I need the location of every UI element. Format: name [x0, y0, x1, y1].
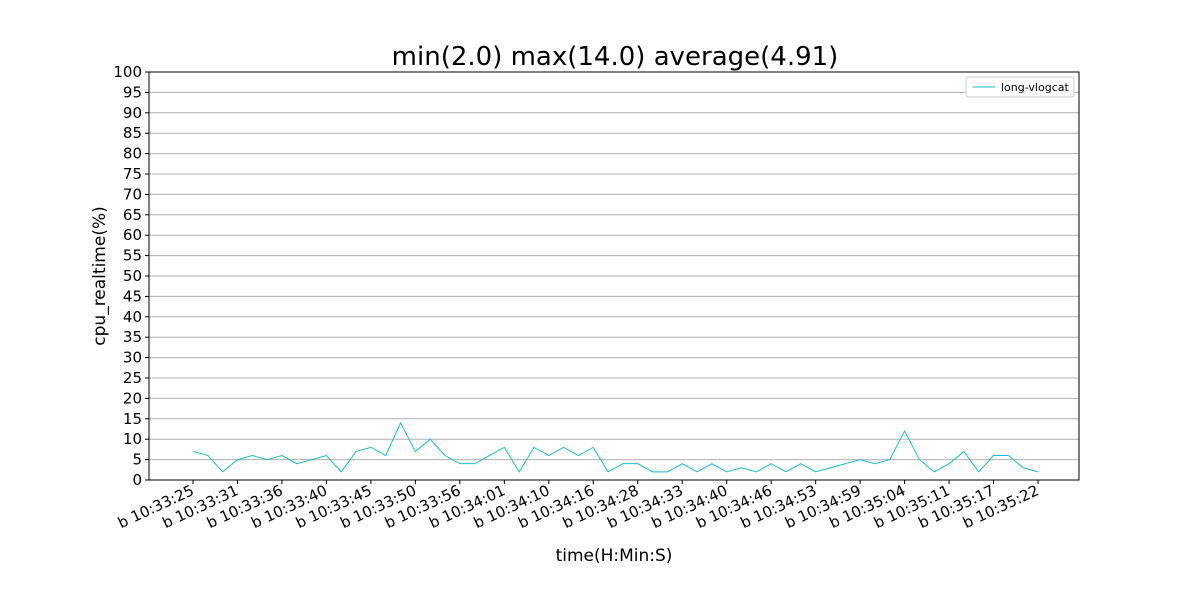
- y-tick-label: 30: [123, 349, 142, 367]
- y-axis-ticks: 0 5 10 15 20 25 30 35 40 45 50 55 60 65 70 75 80 85 90 95 10…: [113, 63, 149, 489]
- grid-lines: [149, 91, 1079, 461]
- y-tick-label: 60: [123, 226, 142, 244]
- y-tick-label: 25: [123, 369, 142, 387]
- y-tick-label: 85: [123, 124, 142, 142]
- y-tick-label: 0: [132, 471, 142, 489]
- y-tick-label: 50: [123, 267, 142, 285]
- y-tick-label: 45: [123, 287, 142, 305]
- x-axis-label: time(H:Min:S): [556, 546, 673, 566]
- y-tick-label: 55: [123, 247, 142, 265]
- y-tick-label: 80: [123, 145, 142, 163]
- y-tick-label: 10: [123, 430, 142, 448]
- y-tick-label: 5: [132, 451, 142, 469]
- y-tick-label: 15: [123, 410, 142, 428]
- x-axis-ticks: b 10:33:25b 10:33:31b 10:33:36b 10:33:40…: [115, 480, 1042, 532]
- y-tick-label: 95: [123, 83, 142, 101]
- plot-frame: [148, 71, 1080, 481]
- y-tick-label: 65: [123, 206, 142, 224]
- series-layer: [192, 421, 1039, 473]
- y-tick-label: 70: [123, 185, 142, 203]
- chart-title: min(2.0) max(14.0) average(4.91): [392, 42, 839, 72]
- y-tick-label: 90: [123, 104, 142, 122]
- series-line-long-vlogcat: [192, 421, 1039, 473]
- legend-label: long-vlogcat: [1001, 81, 1069, 94]
- y-tick-label: 75: [123, 165, 142, 183]
- y-tick-label: 100: [113, 63, 142, 81]
- y-tick-label: 40: [123, 308, 142, 326]
- legend: long-vlogcat: [965, 76, 1075, 98]
- y-axis-label: cpu_realtime(%): [90, 206, 110, 345]
- legend-box: [965, 76, 1075, 98]
- y-tick-label: 20: [123, 389, 142, 407]
- y-tick-label: 35: [123, 328, 142, 346]
